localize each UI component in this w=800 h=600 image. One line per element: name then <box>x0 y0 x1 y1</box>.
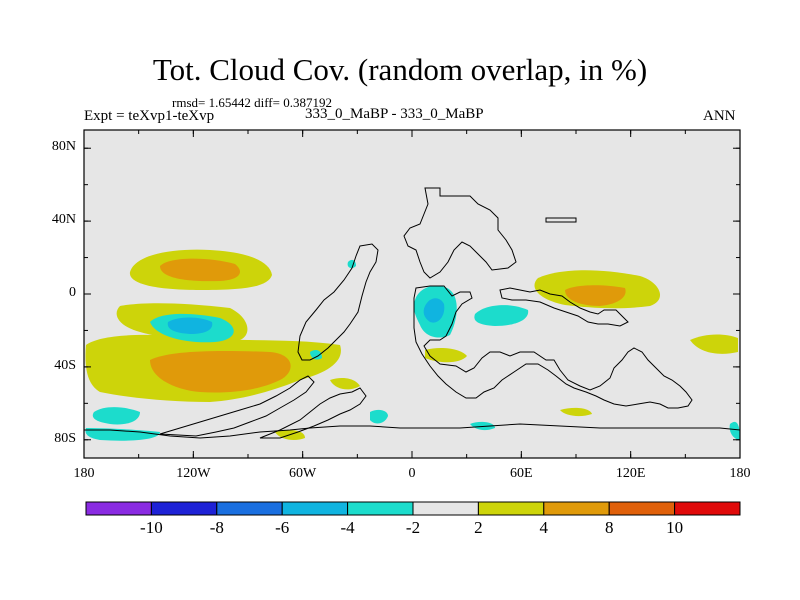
anomaly-region-positive-strong <box>565 285 626 306</box>
colorbar-swatch <box>412 501 479 516</box>
anomaly-region-positive-strong <box>160 258 240 282</box>
colorbar-swatch <box>347 501 414 516</box>
axis-ticks <box>83 130 741 458</box>
x-tick-label: 0 <box>408 466 416 481</box>
season-label: ANN <box>703 108 736 124</box>
anomaly-region-positive-strong <box>150 350 291 393</box>
anomaly-region-negative <box>370 409 388 424</box>
colorbar-label: -4 <box>340 518 355 537</box>
colorbar-label: -2 <box>405 518 421 537</box>
colorbar-swatch <box>281 501 349 516</box>
colorbar-swatch <box>150 501 218 516</box>
coastline <box>84 187 740 439</box>
colorbar <box>85 501 741 516</box>
colorbar-swatch <box>216 501 283 516</box>
x-tick-label: 180 <box>729 466 751 481</box>
y-tick-label: 80S <box>54 430 76 446</box>
x-tick-label: 60E <box>510 466 533 481</box>
anomaly-field <box>84 187 740 441</box>
colorbar-swatch <box>477 501 545 516</box>
colorbar-swatch <box>608 501 676 516</box>
anomaly-region-positive <box>330 378 360 390</box>
colorbar-label: -10 <box>140 518 163 537</box>
x-tick-label: 180 <box>73 466 95 481</box>
stats-label: rmsd= 1.65442 diff= 0.387192 <box>172 95 332 110</box>
colorbar-label: 10 <box>666 518 684 537</box>
center-label: 333_0_MaBP - 333_0_MaBP <box>305 106 484 122</box>
anomaly-region-negative <box>310 350 322 360</box>
colorbar-label: 8 <box>604 518 614 537</box>
colorbar-label: -6 <box>275 518 290 537</box>
y-tick-label: 40S <box>54 357 76 373</box>
colorbar-label: 4 <box>539 518 549 537</box>
plot-title: Tot. Cloud Cov. (random overlap, in %) <box>152 52 648 87</box>
anomaly-region-negative <box>92 407 140 425</box>
anomaly-region-positive <box>690 334 738 354</box>
anomaly-region-positive <box>560 407 592 417</box>
anomaly-region-negative-strong <box>167 317 213 334</box>
anomaly-region-positive <box>425 348 467 363</box>
experiment-label: Expt = teXvp1-teXvp <box>84 108 215 124</box>
colorbar-swatch <box>85 501 152 516</box>
colorbar-swatch <box>674 501 741 516</box>
x-tick-label: 120W <box>176 466 211 481</box>
colorbar-swatch <box>543 501 610 516</box>
anomaly-region-negative <box>729 421 740 440</box>
colorbar-label: -8 <box>209 518 224 537</box>
x-tick-label: 120E <box>615 466 646 481</box>
anomaly-region-negative <box>85 428 160 441</box>
y-tick-label: 80N <box>51 139 76 155</box>
anomaly-region-negative-strong <box>423 298 445 323</box>
anomaly-region-negative <box>474 305 529 326</box>
colorbar-label: 2 <box>474 518 483 537</box>
y-tick-label: 40N <box>51 212 76 228</box>
y-tick-label: 0 <box>69 285 76 300</box>
x-tick-label: 60W <box>289 466 317 481</box>
